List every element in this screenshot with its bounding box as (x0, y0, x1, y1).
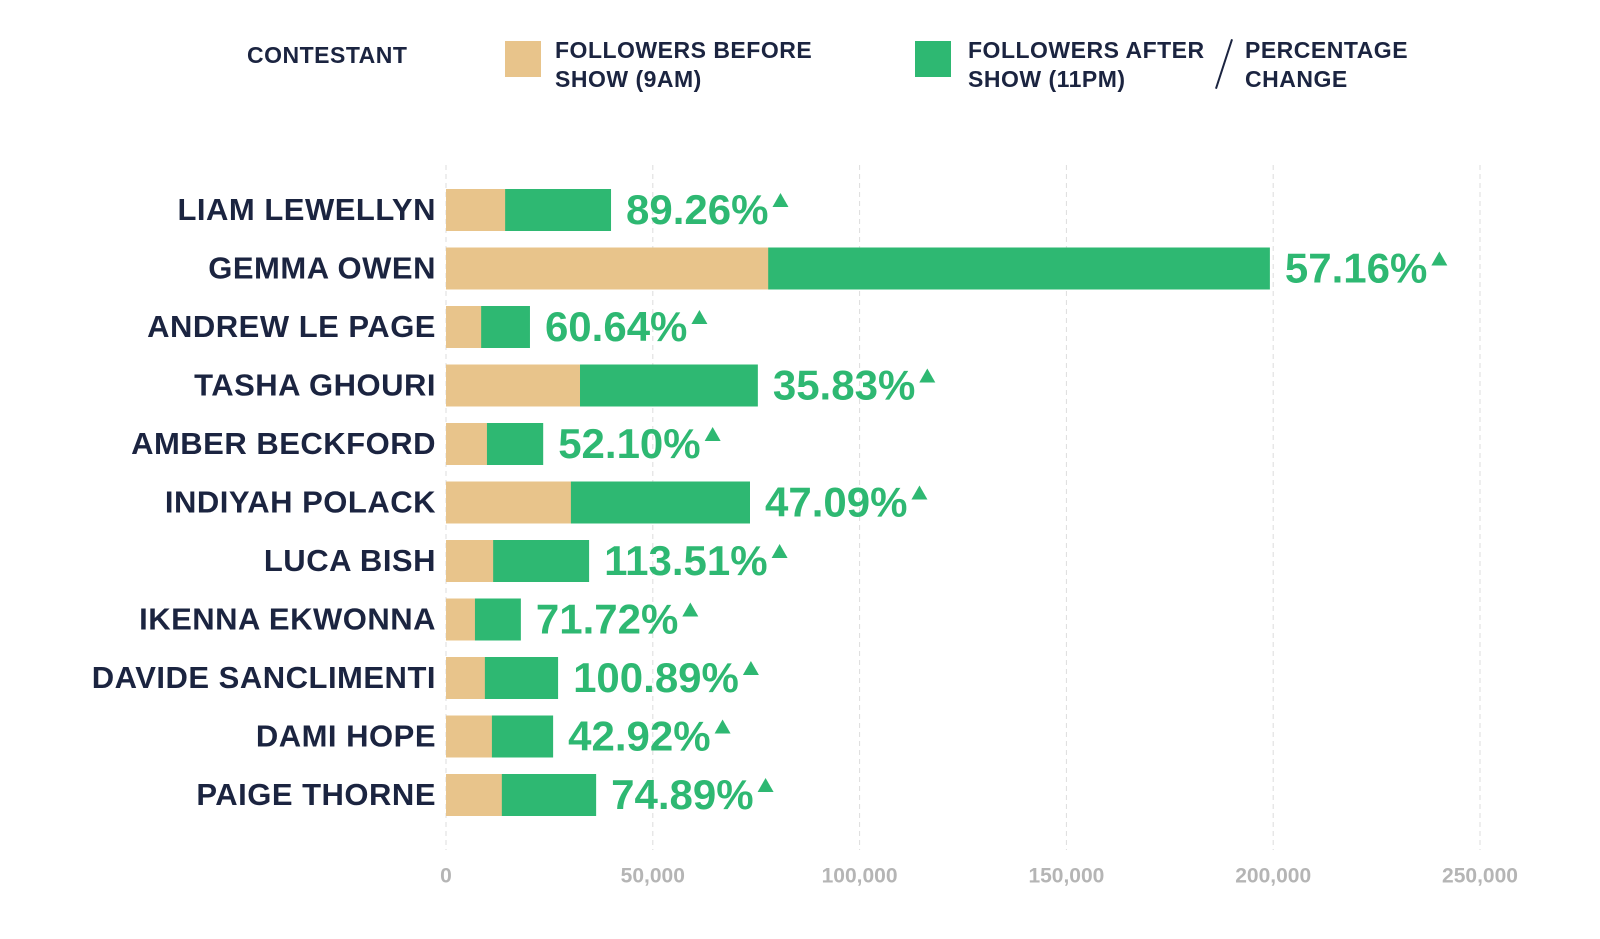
x-tick-label: 100,000 (822, 865, 898, 888)
x-tick-label: 250,000 (1442, 865, 1518, 888)
y-tick-label: GEMMA OWEN (208, 251, 436, 286)
y-tick-label: TASHA GHOURI (194, 368, 436, 403)
data-label: 35.83% (773, 362, 915, 409)
data-label: 100.89% (573, 654, 739, 701)
data-label: 47.09% (765, 479, 907, 526)
bar (446, 598, 475, 641)
up-arrow (919, 368, 936, 383)
bar (446, 774, 502, 816)
y-tick-label: ANDREW LE PAGE (147, 309, 436, 344)
bar (446, 540, 494, 582)
x-tick-label: 200,000 (1235, 865, 1311, 888)
bar (446, 247, 769, 290)
bar (446, 364, 581, 407)
up-arrow (682, 602, 699, 617)
legend-label: PERCENTAGE CHANGE (1245, 37, 1409, 92)
bar (446, 306, 482, 348)
up-arrow (742, 661, 759, 675)
legend-title: CONTESTANT (247, 42, 408, 68)
up-arrow (911, 485, 928, 500)
legend-swatch (915, 41, 951, 77)
y-tick-label: INDIYAH POLACK (165, 485, 436, 520)
up-arrow (772, 193, 789, 207)
x-tick-label: 150,000 (1028, 865, 1104, 888)
data-label: 57.16% (1285, 245, 1427, 292)
y-tick-label: LIAM LEWELLYN (177, 192, 436, 227)
up-arrow (704, 427, 721, 441)
data-label: 89.26% (626, 186, 768, 233)
bar (446, 189, 506, 231)
legend-label: FOLLOWERS BEFORE SHOW (9AM) (555, 37, 813, 92)
up-arrow (1431, 251, 1448, 266)
data-label: 52.10% (558, 420, 700, 467)
data-label: 60.64% (545, 303, 687, 350)
y-tick-label: IKENNA EKWONNA (139, 602, 436, 637)
y-tick-label: LUCA BISH (264, 543, 436, 578)
data-label: 71.72% (536, 596, 678, 643)
legend-swatch (505, 41, 541, 77)
up-arrow (771, 544, 788, 558)
x-tick-label: 0 (440, 865, 452, 888)
bar (446, 481, 571, 524)
y-tick-label: DAVIDE SANCLIMENTI (92, 660, 436, 695)
up-arrow (714, 719, 731, 734)
data-label: 42.92% (568, 713, 710, 760)
y-tick-label: AMBER BECKFORD (131, 426, 436, 461)
data-label: 113.51% (604, 537, 768, 584)
bar (446, 423, 487, 465)
up-arrow (757, 778, 774, 792)
y-tick-label: DAMI HOPE (256, 719, 436, 754)
bar (446, 715, 492, 758)
x-tick-label: 50,000 (621, 865, 685, 888)
data-label: 74.89% (611, 771, 753, 818)
bar (446, 657, 485, 699)
up-arrow (691, 310, 708, 324)
legend-label: FOLLOWERS AFTER SHOW (11PM) (968, 37, 1205, 92)
y-tick-label: PAIGE THORNE (196, 777, 436, 812)
